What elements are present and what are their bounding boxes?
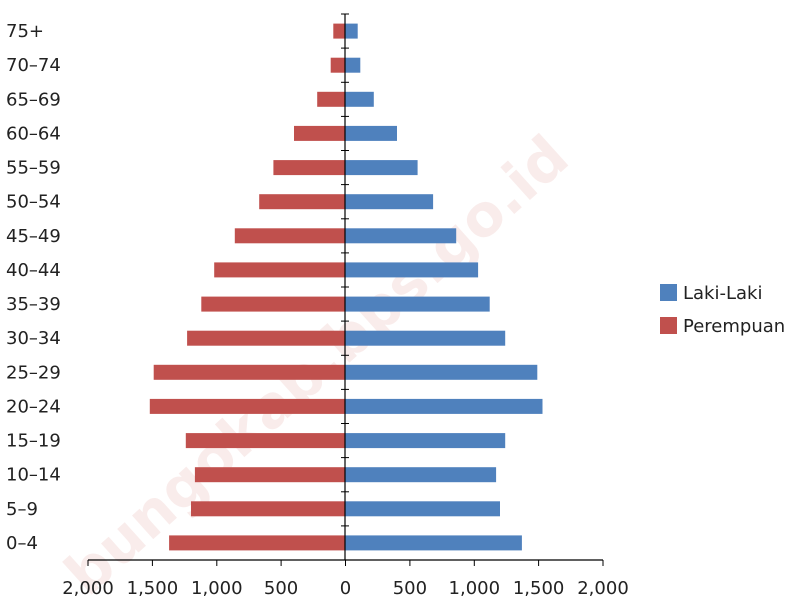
x-tick-label: 2,000 xyxy=(62,578,114,599)
perempuan-bar-1 xyxy=(191,501,345,517)
x-tick-label: 1,000 xyxy=(191,578,243,599)
age-group-label: 75+ xyxy=(6,21,44,42)
perempuan-bar-4 xyxy=(149,398,345,414)
legend-label-laki-laki: Laki-Laki xyxy=(683,283,762,304)
laki-laki-bar-12 xyxy=(345,125,397,141)
laki-laki-bar-10 xyxy=(345,194,434,210)
legend-swatch-laki-laki xyxy=(660,284,677,301)
age-group-label: 30–34 xyxy=(6,328,61,349)
age-group-label: 0–4 xyxy=(6,533,38,554)
laki-laki-bar-6 xyxy=(345,330,506,346)
perempuan-bar-14 xyxy=(330,57,345,73)
age-group-label: 35–39 xyxy=(6,294,61,315)
perempuan-bars xyxy=(149,23,345,551)
x-tick-label: 500 xyxy=(393,578,427,599)
age-group-label: 10–14 xyxy=(6,465,61,486)
laki-laki-bar-11 xyxy=(345,160,418,176)
laki-laki-bar-13 xyxy=(345,91,374,107)
x-tick-label: 1,500 xyxy=(513,578,565,599)
laki-laki-bar-4 xyxy=(345,398,543,414)
perempuan-bar-13 xyxy=(317,91,345,107)
laki-laki-bar-2 xyxy=(345,467,497,483)
perempuan-bar-12 xyxy=(294,125,345,141)
perempuan-bar-15 xyxy=(333,23,345,39)
x-tick-label: 0 xyxy=(340,578,351,599)
laki-laki-bar-9 xyxy=(345,228,457,244)
perempuan-bar-9 xyxy=(234,228,345,244)
perempuan-bar-7 xyxy=(201,296,345,312)
laki-laki-bars xyxy=(345,23,543,551)
age-group-label: 20–24 xyxy=(6,396,61,417)
age-group-label: 25–29 xyxy=(6,362,61,383)
laki-laki-bar-15 xyxy=(345,23,358,39)
age-group-labels: 0–4 5–9 10–14 15–19 20–24 25–29 30–34 35–39 40–4… xyxy=(6,21,61,554)
laki-laki-bar-1 xyxy=(345,501,500,517)
age-group-label: 15–19 xyxy=(6,431,61,452)
age-group-label: 65–69 xyxy=(6,89,61,110)
perempuan-bar-8 xyxy=(214,262,345,278)
age-group-label: 70–74 xyxy=(6,55,61,76)
perempuan-bar-0 xyxy=(169,535,345,551)
perempuan-bar-11 xyxy=(273,160,345,176)
x-tick-label: 1,500 xyxy=(127,578,179,599)
laki-laki-bar-14 xyxy=(345,57,361,73)
age-group-label: 55–59 xyxy=(6,158,61,179)
age-group-label: 60–64 xyxy=(6,123,61,144)
age-group-label: 50–54 xyxy=(6,192,61,213)
perempuan-bar-2 xyxy=(194,467,345,483)
age-group-label: 45–49 xyxy=(6,226,61,247)
age-group-label: 40–44 xyxy=(6,260,61,281)
legend: Laki-Laki Perempuan xyxy=(660,283,785,337)
legend-swatch-perempuan xyxy=(660,317,677,334)
x-tick-label: 2,000 xyxy=(577,578,629,599)
laki-laki-bar-5 xyxy=(345,364,538,380)
laki-laki-bar-3 xyxy=(345,433,506,449)
age-group-label: 5–9 xyxy=(6,499,38,520)
perempuan-bar-3 xyxy=(185,433,345,449)
axes xyxy=(87,13,604,566)
x-tick-labels: 2,000 1,500 1,000 500 0 500 1,000 1,500 2,000 xyxy=(62,578,629,599)
legend-label-perempuan: Perempuan xyxy=(683,316,785,337)
x-tick-label: 1,000 xyxy=(449,578,501,599)
laki-laki-bar-0 xyxy=(345,535,522,551)
laki-laki-bar-8 xyxy=(345,262,479,278)
laki-laki-bar-7 xyxy=(345,296,490,312)
perempuan-bar-6 xyxy=(187,330,345,346)
x-tick-label: 500 xyxy=(264,578,298,599)
perempuan-bar-5 xyxy=(153,364,345,380)
perempuan-bar-10 xyxy=(259,194,345,210)
